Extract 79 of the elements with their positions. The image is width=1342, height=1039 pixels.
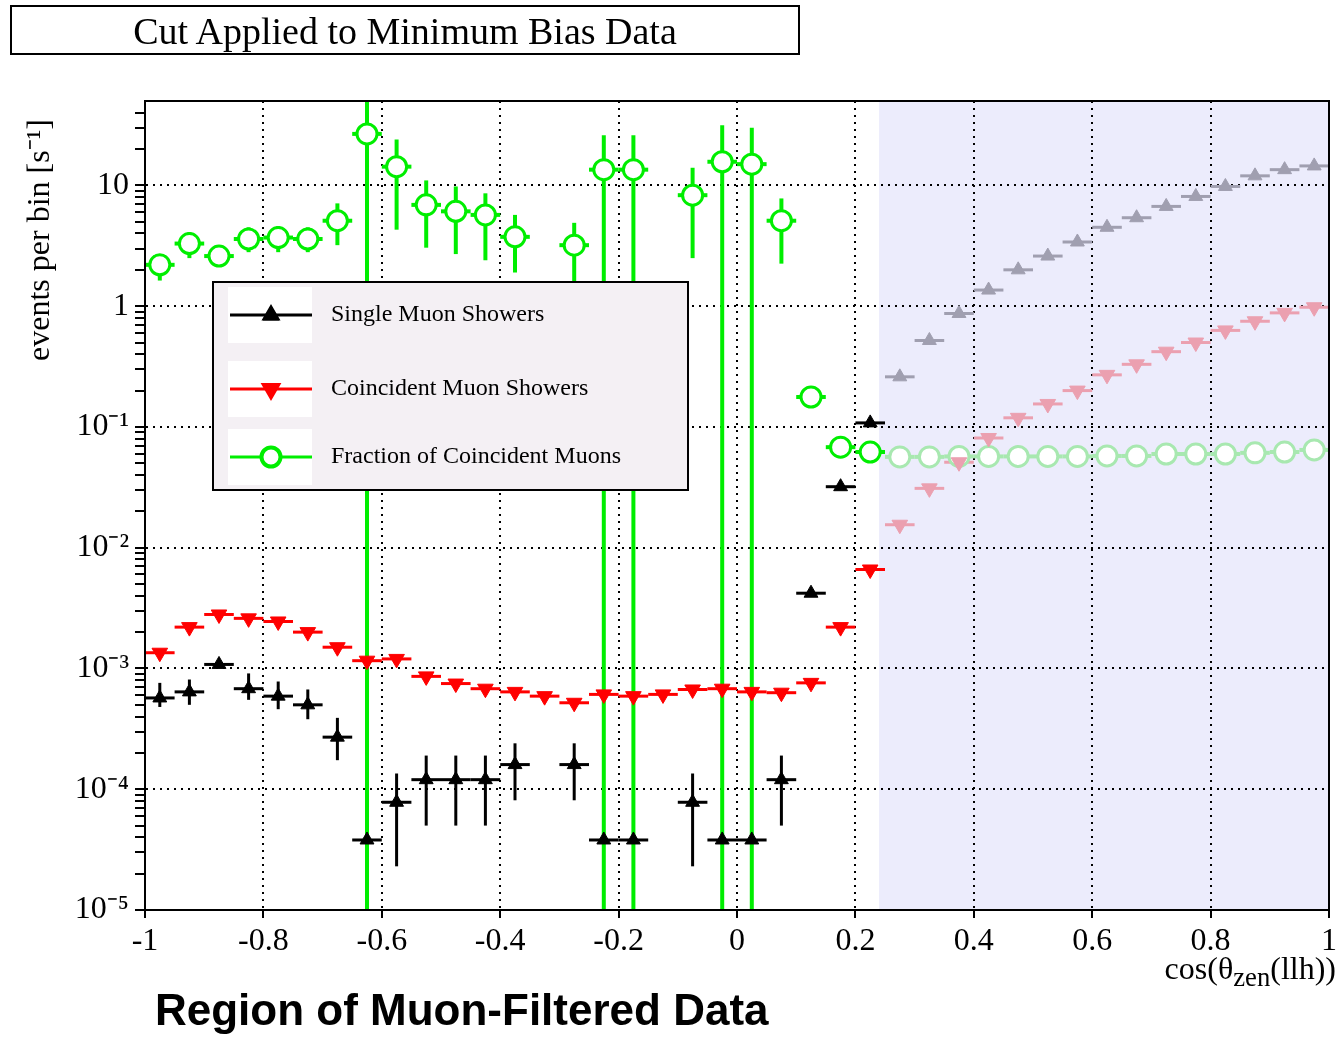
point bbox=[829, 435, 853, 459]
point bbox=[917, 445, 941, 469]
point bbox=[414, 193, 438, 217]
point bbox=[389, 793, 405, 807]
point bbox=[181, 683, 197, 697]
point bbox=[1247, 167, 1263, 181]
x-tick-label: 0.6 bbox=[1072, 920, 1113, 957]
point bbox=[921, 331, 937, 345]
point bbox=[566, 756, 582, 770]
legend-label: Single Muon Showers bbox=[331, 300, 545, 327]
point bbox=[981, 281, 997, 295]
x-tick-label: -0.6 bbox=[356, 920, 408, 957]
point bbox=[241, 680, 257, 694]
point bbox=[359, 831, 375, 845]
point bbox=[714, 831, 730, 845]
point bbox=[951, 304, 967, 318]
point bbox=[448, 771, 464, 785]
point bbox=[1129, 209, 1145, 223]
point bbox=[625, 831, 641, 845]
point bbox=[1125, 444, 1149, 468]
point bbox=[621, 158, 645, 182]
point bbox=[744, 831, 760, 845]
point bbox=[211, 655, 227, 669]
point bbox=[1306, 157, 1322, 171]
point bbox=[1069, 233, 1085, 247]
point bbox=[685, 793, 701, 807]
y-axis-title: events per bin [s⁻¹] bbox=[18, 119, 57, 361]
point bbox=[892, 368, 908, 382]
x-tick-label: 0 bbox=[729, 920, 745, 957]
point bbox=[862, 414, 878, 428]
point bbox=[681, 183, 705, 207]
point bbox=[799, 385, 823, 409]
point bbox=[1273, 440, 1297, 464]
point bbox=[596, 831, 612, 845]
point bbox=[385, 155, 409, 179]
point bbox=[773, 771, 789, 785]
point bbox=[270, 687, 286, 701]
point bbox=[507, 756, 523, 770]
point bbox=[769, 209, 793, 233]
point bbox=[152, 689, 168, 703]
x-tick-label: -1 bbox=[131, 920, 159, 957]
point bbox=[207, 244, 231, 268]
point bbox=[148, 253, 172, 277]
point bbox=[329, 728, 345, 742]
x-tick-label: -0.8 bbox=[238, 920, 289, 957]
point bbox=[1040, 247, 1056, 261]
point bbox=[300, 696, 316, 710]
point bbox=[977, 444, 1001, 468]
y-tick-label: 1 bbox=[113, 285, 129, 322]
point bbox=[473, 203, 497, 227]
y-tick-label: 10⁻³ bbox=[76, 647, 129, 684]
y-tick-label: 10⁻⁴ bbox=[74, 768, 129, 805]
point bbox=[1010, 261, 1026, 275]
x-tick-label: -0.2 bbox=[593, 920, 644, 957]
y-tick-label: 10⁻⁵ bbox=[74, 889, 129, 926]
point bbox=[833, 478, 849, 492]
x-tick-label: -0.4 bbox=[474, 920, 526, 957]
point bbox=[477, 771, 493, 785]
chart-title: Cut Applied to Minimum Bias Data bbox=[10, 5, 800, 55]
point bbox=[1065, 444, 1089, 468]
point bbox=[503, 225, 527, 249]
legend-label: Fraction of Coincident Muons bbox=[331, 442, 621, 469]
point bbox=[237, 227, 261, 251]
y-tick-label: 10 bbox=[97, 164, 129, 201]
text: Region of Muon-Filtered Data bbox=[155, 985, 769, 1035]
point bbox=[355, 122, 379, 146]
point bbox=[1277, 161, 1293, 175]
x-tick-label: 0.4 bbox=[953, 920, 994, 957]
point bbox=[562, 233, 586, 257]
y-tick-label: 10⁻² bbox=[76, 527, 129, 564]
point bbox=[418, 771, 434, 785]
point bbox=[177, 232, 201, 256]
point bbox=[1099, 218, 1115, 232]
point bbox=[325, 209, 349, 233]
point bbox=[1213, 442, 1237, 466]
point bbox=[803, 584, 819, 598]
y-tick-label: 10⁻¹ bbox=[76, 406, 129, 443]
x-tick-label: 0.2 bbox=[835, 920, 876, 957]
legend-label: Coincident Muon Showers bbox=[331, 374, 589, 401]
